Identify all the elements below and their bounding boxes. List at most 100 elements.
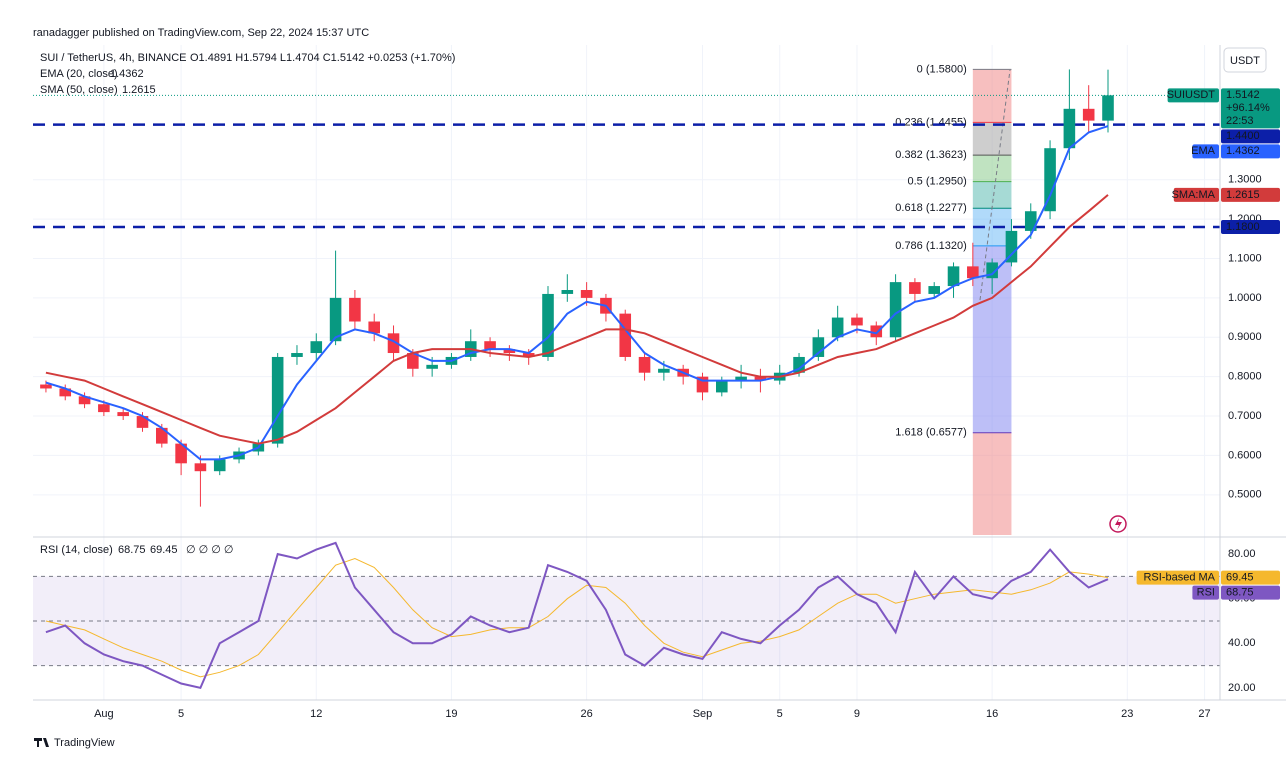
rsi-tick-label: 40.00 bbox=[1228, 637, 1256, 649]
axis-tag bbox=[1221, 585, 1280, 600]
fib-level-label: 1.618 (0.6577) bbox=[895, 427, 967, 439]
publisher: ranadagger published on TradingView.com,… bbox=[33, 27, 369, 39]
candle-body bbox=[40, 384, 52, 389]
symbol: SUI / TetherUS, 4h, BINANCE bbox=[40, 52, 187, 64]
currency[interactable]: USDT bbox=[1230, 55, 1260, 67]
axis-tag bbox=[1221, 144, 1280, 159]
y-tick-label: 1.3000 bbox=[1228, 174, 1262, 186]
axis-tag-value: 69.45 bbox=[1226, 572, 1254, 584]
name-tag-label: SUIUSDT bbox=[1167, 89, 1216, 101]
candle-body bbox=[117, 412, 129, 417]
fib-band bbox=[972, 432, 1012, 535]
axis-tag-value: 68.75 bbox=[1226, 587, 1254, 599]
legend-value: 1.4362 bbox=[110, 68, 144, 80]
axes: Aug 5 12 19 26 Sep 5 9 16 23 27 0.5000 0.6000 0.7000 0… bbox=[94, 174, 1262, 720]
candle-body bbox=[793, 356, 805, 373]
candle-body bbox=[194, 463, 207, 472]
axis-tag-value: 1.4400 bbox=[1226, 130, 1260, 142]
candle-body bbox=[407, 353, 419, 369]
currency-button[interactable] bbox=[1223, 47, 1267, 73]
axis-tag bbox=[1221, 219, 1280, 234]
x-tick-label: 23 bbox=[1121, 708, 1133, 720]
candle-body bbox=[851, 317, 863, 326]
fib-retracement: 0 (1.5800) 0.236 (1.4455) 0.382 (1.3623) 0.… bbox=[895, 63, 1012, 535]
candle-body bbox=[503, 349, 516, 354]
candle-body bbox=[580, 290, 593, 298]
sma-legend: SMA (50, close) bbox=[40, 84, 118, 96]
x-tick-label: 26 bbox=[580, 708, 592, 720]
rsi-extra: ∅ ∅ ∅ ∅ bbox=[186, 544, 234, 556]
price-pane bbox=[33, 69, 1220, 507]
rsi-tick-label: 20.00 bbox=[1228, 682, 1256, 694]
fib-level-label: 0.236 (1.4455) bbox=[895, 116, 967, 128]
candle-body bbox=[426, 364, 438, 369]
candle-body bbox=[870, 325, 883, 338]
x-tick-label: 12 bbox=[310, 708, 322, 720]
y-tick-label: 0.6000 bbox=[1228, 449, 1262, 461]
axis-tag bbox=[1221, 129, 1280, 144]
fib-level-label: 0.786 (1.1320) bbox=[895, 240, 967, 252]
fib-level-label: 0.382 (1.3623) bbox=[895, 149, 967, 161]
candle-body bbox=[59, 388, 72, 397]
fib-band bbox=[972, 155, 1012, 182]
indicator-line bbox=[45, 194, 1109, 445]
candle-body bbox=[329, 297, 342, 342]
candle-body bbox=[889, 282, 902, 338]
candle-body bbox=[947, 266, 960, 287]
name-tag bbox=[1192, 585, 1219, 600]
candle-body bbox=[136, 416, 149, 428]
candle-body bbox=[716, 380, 728, 393]
x-tick-label: 5 bbox=[777, 708, 783, 720]
candle-body bbox=[387, 333, 400, 354]
candle-body bbox=[619, 313, 632, 357]
x-tick-label: 16 bbox=[986, 708, 998, 720]
candle-body bbox=[522, 353, 535, 357]
candle-body bbox=[291, 353, 303, 357]
name-tag bbox=[1192, 144, 1219, 159]
axis-tag bbox=[1221, 88, 1280, 129]
indicator-line bbox=[45, 125, 1109, 461]
fib-band bbox=[972, 69, 1012, 123]
candle-body bbox=[1024, 211, 1037, 231]
candle-body bbox=[735, 376, 747, 381]
y-tick-label: 0.5000 bbox=[1228, 489, 1262, 501]
ema-legend: EMA (20, close) bbox=[40, 68, 118, 80]
candle-body bbox=[986, 262, 998, 279]
y-tick-label: 1.1000 bbox=[1228, 252, 1262, 264]
fib-band bbox=[972, 122, 1012, 156]
name-tag bbox=[1136, 570, 1219, 585]
candle-body bbox=[310, 341, 323, 354]
candle-body bbox=[754, 376, 767, 381]
candle-body bbox=[696, 376, 709, 393]
axis-tag-value: 1.4362 bbox=[1226, 145, 1260, 157]
x-tick-label: 19 bbox=[445, 708, 457, 720]
candle-body bbox=[638, 356, 651, 373]
name-tag bbox=[1173, 187, 1219, 202]
axis-tag-value: 1.1800 bbox=[1226, 221, 1260, 233]
candle-body bbox=[909, 282, 921, 294]
rsi-line bbox=[45, 541, 1109, 690]
candle-body bbox=[1102, 95, 1114, 121]
candle-body bbox=[658, 368, 670, 373]
candle-body bbox=[368, 321, 381, 334]
footer: TradingView bbox=[54, 737, 115, 749]
name-tag-label: RSI bbox=[1197, 587, 1215, 599]
name-tag-label: EMA bbox=[1191, 145, 1216, 157]
candle-body bbox=[1044, 148, 1056, 212]
x-tick-label: Sep bbox=[693, 708, 713, 720]
axis-tag-value: 1.5142 bbox=[1226, 89, 1260, 101]
y-tick-label: 0.7000 bbox=[1228, 410, 1262, 422]
rsi-legend-value: 68.75 bbox=[118, 544, 146, 556]
candle-body bbox=[928, 286, 941, 294]
candle-body bbox=[271, 356, 284, 444]
axis-tag-extra: +96.14% bbox=[1226, 102, 1270, 114]
fib-level-label: 0 (1.5800) bbox=[917, 63, 967, 75]
alert-icon[interactable] bbox=[1109, 515, 1127, 533]
axis-tag-value: 1.2615 bbox=[1226, 189, 1260, 201]
name-tag bbox=[1167, 88, 1219, 103]
candle-body bbox=[484, 341, 496, 350]
candle-body bbox=[78, 396, 91, 405]
candle-body bbox=[831, 317, 844, 338]
fib-trend-line bbox=[979, 69, 1011, 301]
